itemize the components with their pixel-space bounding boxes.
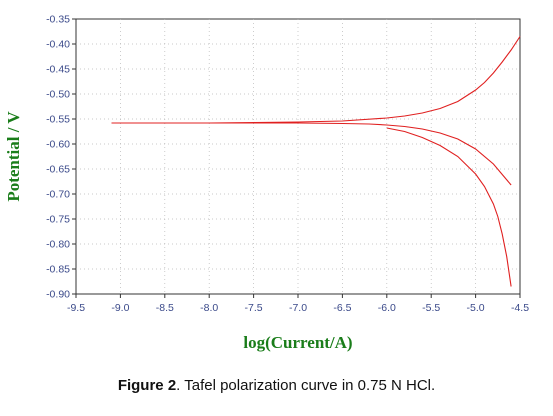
series-layer [111,36,521,287]
figure-caption: Figure 2. Tafel polarization curve in 0.… [0,377,553,394]
y-tick-label: -0.50 [46,89,70,101]
series-line-2 [209,36,521,124]
x-tick-label: -5.0 [467,302,485,314]
caption-text: . Tafel polarization curve in 0.75 N HCl… [176,377,436,394]
caption-label: Figure 2 [117,377,177,394]
y-tick-label: -0.40 [46,39,70,51]
series-line-3 [386,127,512,287]
y-tick-label: -0.35 [46,14,70,26]
x-tick-label: -9.5 [67,302,85,314]
y-tick-label: -0.65 [46,164,70,176]
x-axis-title: log(Current/A) [243,333,352,352]
x-tick-label: -7.0 [289,302,307,314]
x-tick-label: -7.5 [245,302,263,314]
y-tick-label: -0.85 [46,264,70,276]
y-tick-label: -0.90 [46,289,70,301]
y-axis-title: Potential / V [4,111,23,202]
x-tick-label: -9.0 [111,302,129,314]
x-tick-label: -5.5 [422,302,440,314]
x-tick-label: -4.5 [511,302,529,314]
y-tick-label: -0.80 [46,239,70,251]
x-axis-ticks: -9.5 -9.0 -8.5 -8.0 -7.5 -7.0 -6.5 -6.0 -5.5 -5.0… [67,294,529,314]
y-tick-label: -0.70 [46,189,70,201]
y-tick-label: -0.60 [46,139,70,151]
x-tick-label: -8.5 [156,302,174,314]
x-tick-label: -8.0 [200,302,218,314]
y-axis-ticks: -0.35 -0.40 -0.45 -0.50 -0.55 -0.60 -0.65 -0.70… [46,14,76,301]
y-tick-label: -0.75 [46,214,70,226]
plot-area [75,18,521,295]
y-tick-label: -0.45 [46,64,70,76]
y-tick-label: -0.55 [46,114,70,126]
x-tick-label: -6.5 [333,302,351,314]
tafel-chart: -9.5 -9.0 -8.5 -8.0 -7.5 -7.0 -6.5 -6.0 -5.5 -5.0… [4,14,529,353]
x-tick-label: -6.0 [378,302,396,314]
